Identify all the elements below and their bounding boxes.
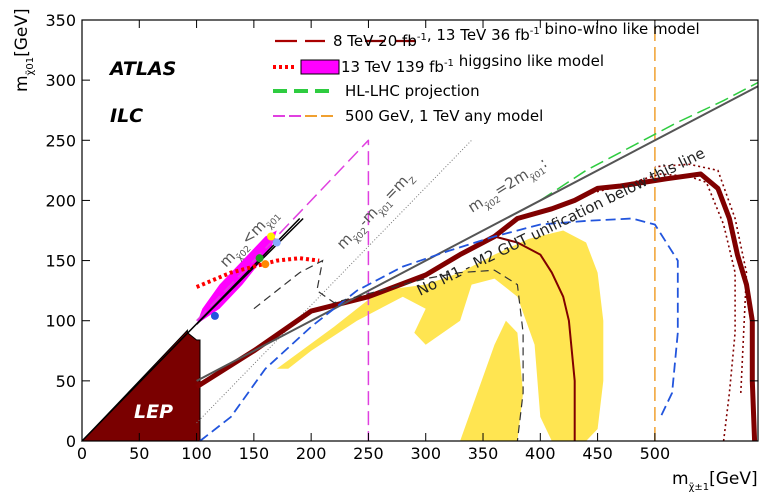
atlas-label: ATLAS (108, 58, 176, 80)
legend-text-2: 13 TeV 139 fb-1 higgsino like model (341, 52, 604, 76)
darkred-dotted-contour-2 (654, 163, 748, 393)
benchmark-marker-1 (255, 254, 264, 263)
y-tick-label: 0 (66, 432, 76, 451)
x-tick-label: 500 (640, 444, 671, 463)
y-tick-label: 250 (45, 131, 76, 150)
x-tick-label: 400 (525, 444, 556, 463)
x-tick-label: 300 (410, 444, 441, 463)
exclusion-bands (80, 230, 604, 442)
series-line-6 (494, 235, 576, 441)
x-tick-label: 350 (468, 444, 499, 463)
blue-dashed-contour (199, 217, 679, 442)
higgsino-region (196, 230, 277, 325)
diag-kinematic-line (196, 217, 304, 325)
lep-label: LEP (134, 401, 173, 423)
yellow-band (276, 230, 604, 441)
y-tick-label: 100 (45, 312, 76, 331)
curves (81, 20, 759, 442)
series-line-4 (195, 256, 320, 289)
x-tick-label: 200 (296, 444, 327, 463)
plot-frame (81, 19, 759, 442)
darkred-dotted-contour (585, 173, 736, 442)
ilc-label: ILC (110, 105, 143, 127)
x-tick-label: 0 (77, 444, 87, 463)
legend-text-4: 500 GeV, 1 TeV any model (345, 107, 543, 125)
x-tick-label: 250 (353, 444, 384, 463)
axis-ticks: 0 50 100 150 200 250 300 350 400 450 500 0 50 100 150 2… (45, 11, 758, 463)
x-tick-label: 450 (582, 444, 613, 463)
black-dashed-contour (253, 259, 524, 442)
legend-swatch-higgsino-box (300, 59, 340, 75)
legend: 8 TeV 20 fb-1, 13 TeV 36 fb-1 bino-wino … (273, 20, 700, 125)
benchmark-marker-3 (267, 232, 276, 241)
y-tick-label: 300 (45, 71, 76, 90)
lep-region (80, 329, 201, 442)
benchmark-marker-0 (210, 311, 219, 320)
series-line-7 (196, 85, 759, 382)
legend-text-1: 8 TeV 20 fb-1, 13 TeV 36 fb-1 bino-wino … (333, 20, 700, 50)
x-tick-label: 50 (129, 444, 149, 463)
y-tick-label: 50 (56, 372, 76, 391)
x-axis-label: mχ̃±1[GeV] (672, 469, 758, 493)
y-tick-label: 150 (45, 252, 76, 271)
benchmark-marker-4 (272, 238, 281, 247)
diag-line (81, 217, 301, 442)
x-tick-label: 150 (239, 444, 270, 463)
annotation-mass-diff-z: mχ̃02-mχ̃01=mZ (333, 167, 419, 255)
y-tick-label: 350 (45, 11, 76, 30)
yellow-band-inner (460, 320, 524, 441)
x-tick-label: 100 (181, 444, 212, 463)
series-line-1 (196, 139, 370, 441)
y-tick-label: 200 (45, 191, 76, 210)
y-axis-label: mχ̃01[GeV] (12, 8, 36, 92)
axes-box (81, 19, 759, 442)
series-line-3 (539, 81, 759, 202)
benchmark-marker-2 (261, 260, 270, 269)
legend-text-3: HL-LHC projection (345, 82, 480, 100)
